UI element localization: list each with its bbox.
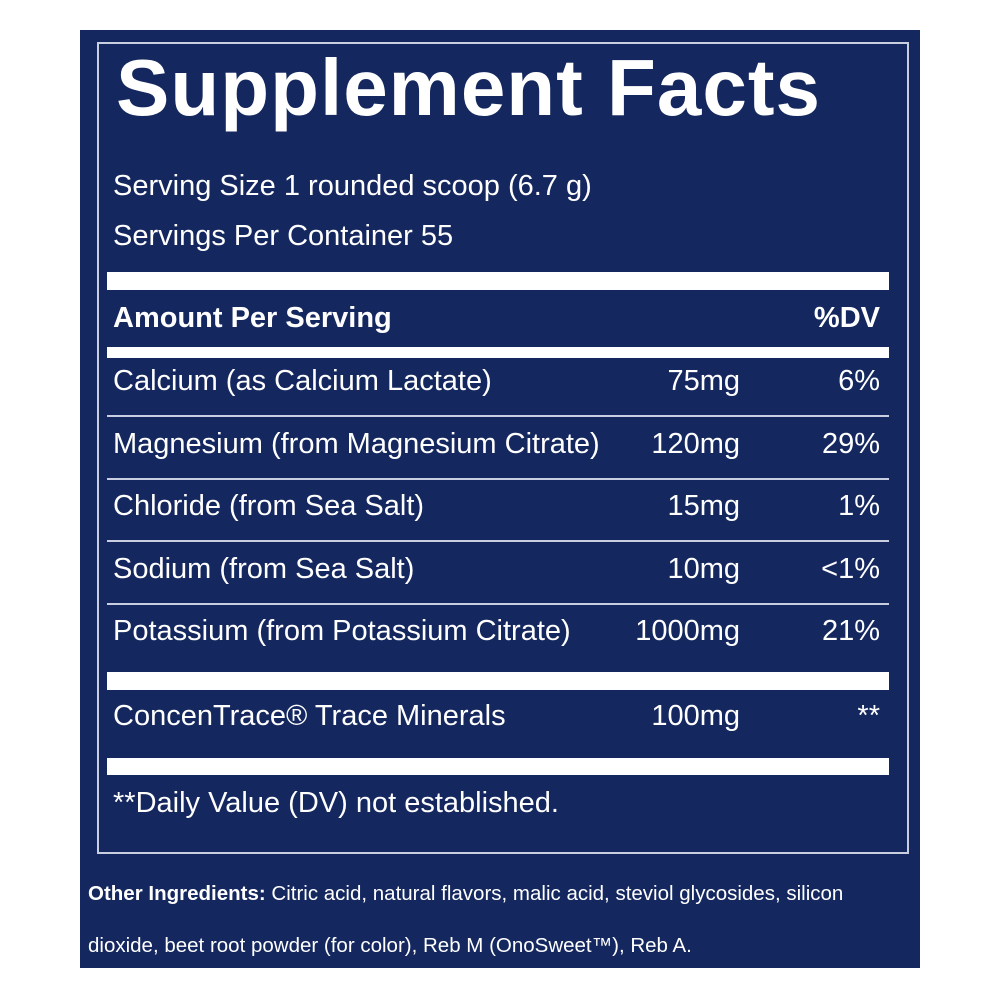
row-name: Magnesium (from Magnesium Citrate)	[113, 427, 600, 460]
row-amount: 120mg	[651, 427, 740, 460]
row-rule	[107, 415, 889, 417]
row-name: Sodium (from Sea Salt)	[113, 552, 415, 585]
label-panel: Supplement Facts Serving Size 1 rounded …	[80, 30, 920, 968]
row-amount: 10mg	[667, 552, 740, 585]
facts-box	[97, 42, 909, 854]
row-rule	[107, 540, 889, 542]
trace-name: ConcenTrace® Trace Minerals	[113, 700, 506, 732]
row-rule	[107, 602, 889, 605]
trace-dv: **	[857, 700, 880, 732]
divider	[107, 347, 889, 358]
title: Supplement Facts	[116, 43, 822, 132]
row-name: Potassium (from Potassium Citrate)	[113, 615, 571, 647]
divider	[107, 758, 889, 775]
row-dv: 1%	[838, 490, 880, 522]
other-ingredients: Other Ingredients: Citric acid, natural …	[88, 868, 918, 972]
trace-amount: 100mg	[651, 700, 740, 732]
row-dv: <1%	[821, 552, 880, 585]
header-dv: %DV	[813, 302, 880, 334]
row-dv: 6%	[838, 365, 880, 397]
header-amount: Amount Per Serving	[113, 302, 392, 334]
row-amount: 1000mg	[635, 615, 740, 647]
divider	[107, 272, 889, 290]
row-amount: 75mg	[667, 365, 740, 397]
other-ingredients-label: Other Ingredients:	[88, 882, 266, 905]
other-ingredients-text: Citric acid, natural flavors, malic acid…	[88, 882, 844, 957]
row-name: Chloride (from Sea Salt)	[113, 490, 425, 522]
row-dv: 21%	[821, 615, 880, 647]
footnote: **Daily Value (DV) not established.	[113, 787, 559, 819]
row-rule	[107, 477, 889, 480]
serving-size: Serving Size 1 rounded scoop (6.7 g)	[113, 170, 592, 202]
divider	[107, 672, 889, 690]
row-name: Calcium (as Calcium Lactate)	[113, 365, 492, 397]
servings-per-container: Servings Per Container 55	[113, 220, 454, 252]
row-amount: 15mg	[667, 490, 740, 522]
row-dv: 29%	[821, 427, 880, 460]
